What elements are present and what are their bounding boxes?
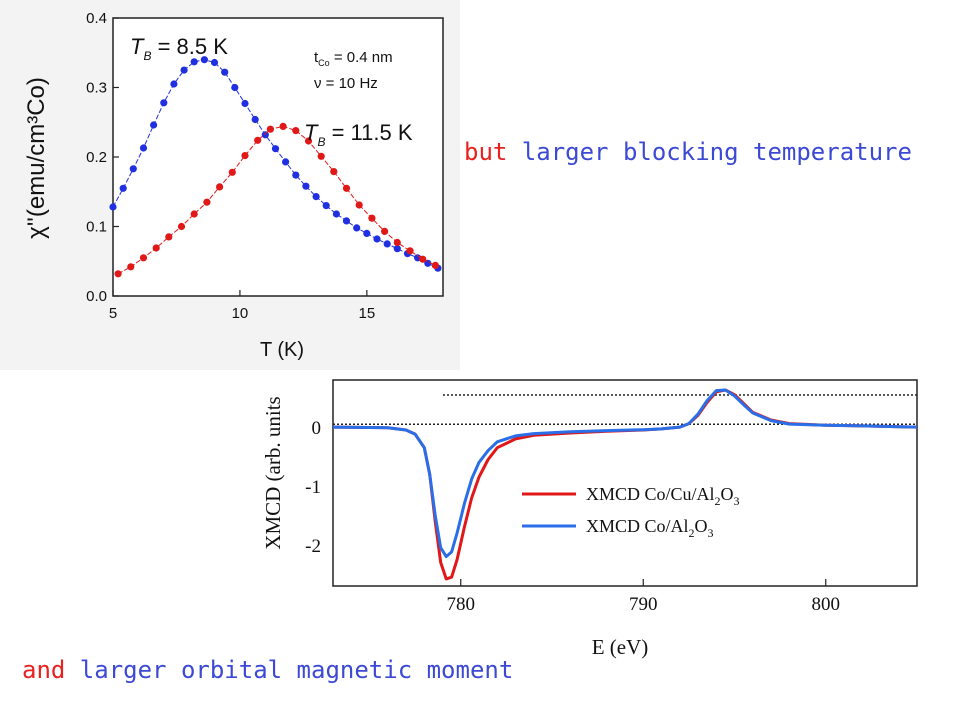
xmcd-x-tick-label: 790 <box>629 594 658 615</box>
chi-series-0-point <box>363 229 371 237</box>
caption-bottom-red: and <box>22 656 66 684</box>
chi-series-0-point <box>129 165 137 173</box>
chi-series-0-point <box>160 99 168 107</box>
chi-series-1-point <box>203 198 211 206</box>
chi-series-0-point <box>210 58 219 67</box>
caption-bottom-blue: larger orbital magnetic moment <box>65 656 514 684</box>
xmcd-x-axis-label: E (eV) <box>592 635 649 659</box>
chi-series-1-point <box>279 122 287 130</box>
xmcd-x-tick-label: 780 <box>447 594 476 615</box>
chi-series-0-point <box>373 235 381 243</box>
xmcd-y-axis-label: XMCD (arb. units <box>261 396 285 549</box>
chi-series-1-point <box>114 270 122 278</box>
chi-series-0-point <box>353 224 361 232</box>
xmcd-chart: 780 790 800 0 -1 -2 XMCD (arb. units E (eV) X… <box>261 379 918 659</box>
xmcd-plot-frame <box>332 379 918 587</box>
chi-series-1-point <box>355 201 363 209</box>
chi-series-0-point <box>342 217 351 225</box>
chi-tick-group: 5 10 15 0.0 0.1 0.2 0.3 0.4 <box>86 10 375 322</box>
legend-label-co-cu: XMCD Co/Cu/Al2O3 <box>586 484 740 508</box>
chi-x-axis-label: T (K) <box>260 339 304 361</box>
chi-series-1-point <box>127 263 135 271</box>
chi-susceptibility-chart: 5 10 15 0.0 0.1 0.2 0.3 0.4 χ''(emu/cm³Co) T (K… <box>0 0 460 370</box>
chi-series-0-point <box>221 68 229 76</box>
chi-series-0-point <box>332 210 340 218</box>
caption-orbital-moment: and larger orbital magnetic moment <box>22 656 513 684</box>
chi-series-0-point <box>200 56 208 64</box>
caption-top-red: but <box>464 138 508 166</box>
tb-blue-annotation: TB = 8.5 K <box>130 34 228 63</box>
caption-top-blue: larger blocking temperature <box>507 138 912 166</box>
chi-series-1-point <box>152 244 160 252</box>
chi-series-1-point <box>330 168 338 176</box>
xmcd-x-tick-label: 800 <box>812 594 841 615</box>
chi-series-1-point <box>190 210 198 218</box>
chi-series-1-point <box>406 247 414 255</box>
chi-series-0-point <box>170 80 178 88</box>
chi-series-0-point <box>383 240 391 248</box>
legend-label-co-al: XMCD Co/Al2O3 <box>586 516 714 540</box>
chi-series-0-point <box>241 99 249 108</box>
chi-series-1-point <box>368 214 376 222</box>
xmcd-tick-group: 780 790 800 0 -1 -2 <box>305 418 840 615</box>
chi-series-1-point <box>317 152 325 160</box>
chi-series-0-point <box>119 184 127 192</box>
chi-series-0-point <box>292 171 300 179</box>
chi-series-1-point <box>241 152 249 160</box>
chi-series-0-point <box>251 115 259 124</box>
chi-series-0-point <box>190 58 198 66</box>
chi-y-tick-label: 0.0 <box>86 288 107 305</box>
chi-series-0-point <box>261 131 269 139</box>
chi-series-1-point <box>292 127 300 135</box>
chi-plot-frame <box>112 17 444 297</box>
chi-series-0-point <box>282 158 290 166</box>
chi-series-1-point <box>431 261 439 269</box>
chi-series-1-point <box>266 125 274 133</box>
chi-series-1-point <box>228 168 236 176</box>
chi-series-1-point <box>165 233 173 241</box>
tco-annotation: tCo = 0.4 nm <box>314 49 393 68</box>
chi-series-1-point <box>177 222 186 231</box>
chi-series-0-point <box>312 193 320 201</box>
chi-series-1-point <box>419 255 427 263</box>
chi-series-0-point <box>322 202 330 210</box>
chi-series-0-point <box>180 66 188 74</box>
chi-y-tick-label: 0.4 <box>86 10 107 27</box>
xmcd-series-1-line <box>332 388 918 559</box>
chi-y-tick-label: 0.2 <box>86 149 107 166</box>
chi-y-axis-label: χ''(emu/cm³Co) <box>23 77 50 239</box>
nu-annotation: ν = 10 Hz <box>314 75 378 92</box>
xmcd-y-tick-label: 0 <box>312 418 322 439</box>
chi-series-1-point <box>304 137 313 145</box>
xmcd-series-group <box>332 388 918 581</box>
chi-series-0-point <box>150 121 158 129</box>
chi-x-tick-label: 10 <box>232 305 249 322</box>
chi-series-1-point <box>139 254 148 262</box>
xmcd-y-tick-label: -2 <box>305 536 321 557</box>
chi-x-tick-label: 5 <box>109 305 117 322</box>
caption-blocking-temperature: but larger blocking temperature <box>464 138 912 166</box>
chi-series-0-point <box>271 145 280 153</box>
chi-series-0-point <box>109 203 117 211</box>
chi-series-1-point <box>381 227 389 235</box>
xmcd-y-tick-label: -1 <box>305 477 321 498</box>
chi-series-1-point <box>216 183 224 191</box>
chi-series-0-point <box>139 144 148 152</box>
chi-series-0-point <box>424 259 432 267</box>
chi-series-1-point <box>393 238 401 247</box>
chi-x-tick-label: 15 <box>359 305 376 322</box>
chi-y-tick-label: 0.1 <box>86 219 107 236</box>
chi-series-group <box>109 56 442 278</box>
chi-series-1-point <box>342 184 351 192</box>
chi-series-1-point <box>254 136 262 144</box>
chi-series-0-point <box>393 245 401 253</box>
tb-red-annotation: TB = 11.5 K <box>304 120 413 149</box>
chi-y-tick-label: 0.3 <box>86 80 107 97</box>
chi-series-0-point <box>231 83 239 92</box>
chi-series-0-point <box>302 182 310 190</box>
